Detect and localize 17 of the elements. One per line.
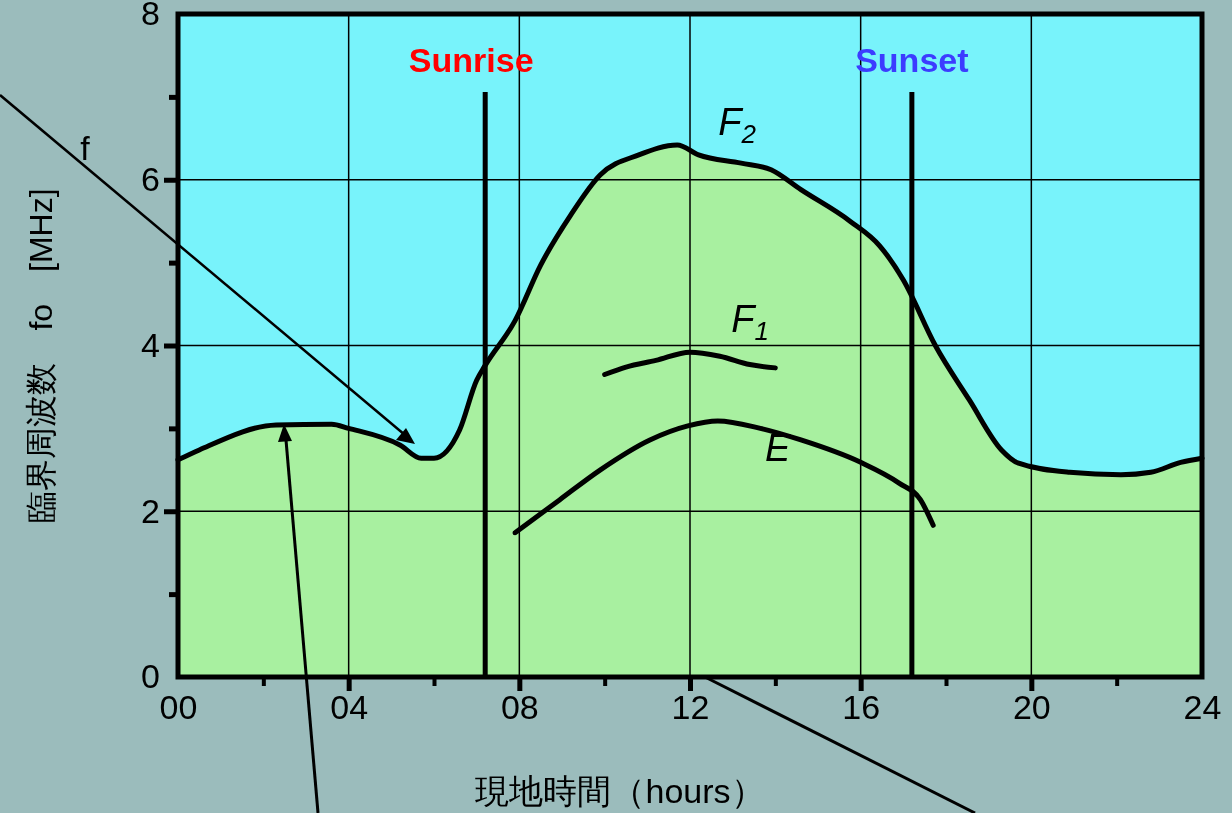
x-tick-label: 12 bbox=[671, 688, 710, 727]
series-label: F$_{1}$ bbox=[731, 298, 769, 346]
x-axis-title: 現地時間（hours） bbox=[475, 772, 765, 810]
y-tick-label: 0 bbox=[141, 657, 160, 696]
y-tick-label: 6 bbox=[141, 160, 160, 199]
y-tick-label: 8 bbox=[141, 0, 160, 33]
series-label: F$_{2}$ bbox=[718, 100, 757, 149]
x-tick-label: 04 bbox=[330, 688, 369, 727]
text: f bbox=[80, 129, 91, 167]
x-tick-label: 24 bbox=[1183, 688, 1222, 727]
x-tick-label: 20 bbox=[1012, 688, 1051, 727]
y-axis-title: 臨界周波数 fo [MHz] bbox=[23, 188, 59, 523]
y-tick-label: 2 bbox=[141, 491, 160, 530]
x-tick-label: 16 bbox=[842, 688, 881, 727]
x-tick-label: 08 bbox=[500, 688, 539, 727]
y-tick-label: 4 bbox=[141, 325, 160, 364]
x-tick-label: 00 bbox=[159, 688, 198, 727]
